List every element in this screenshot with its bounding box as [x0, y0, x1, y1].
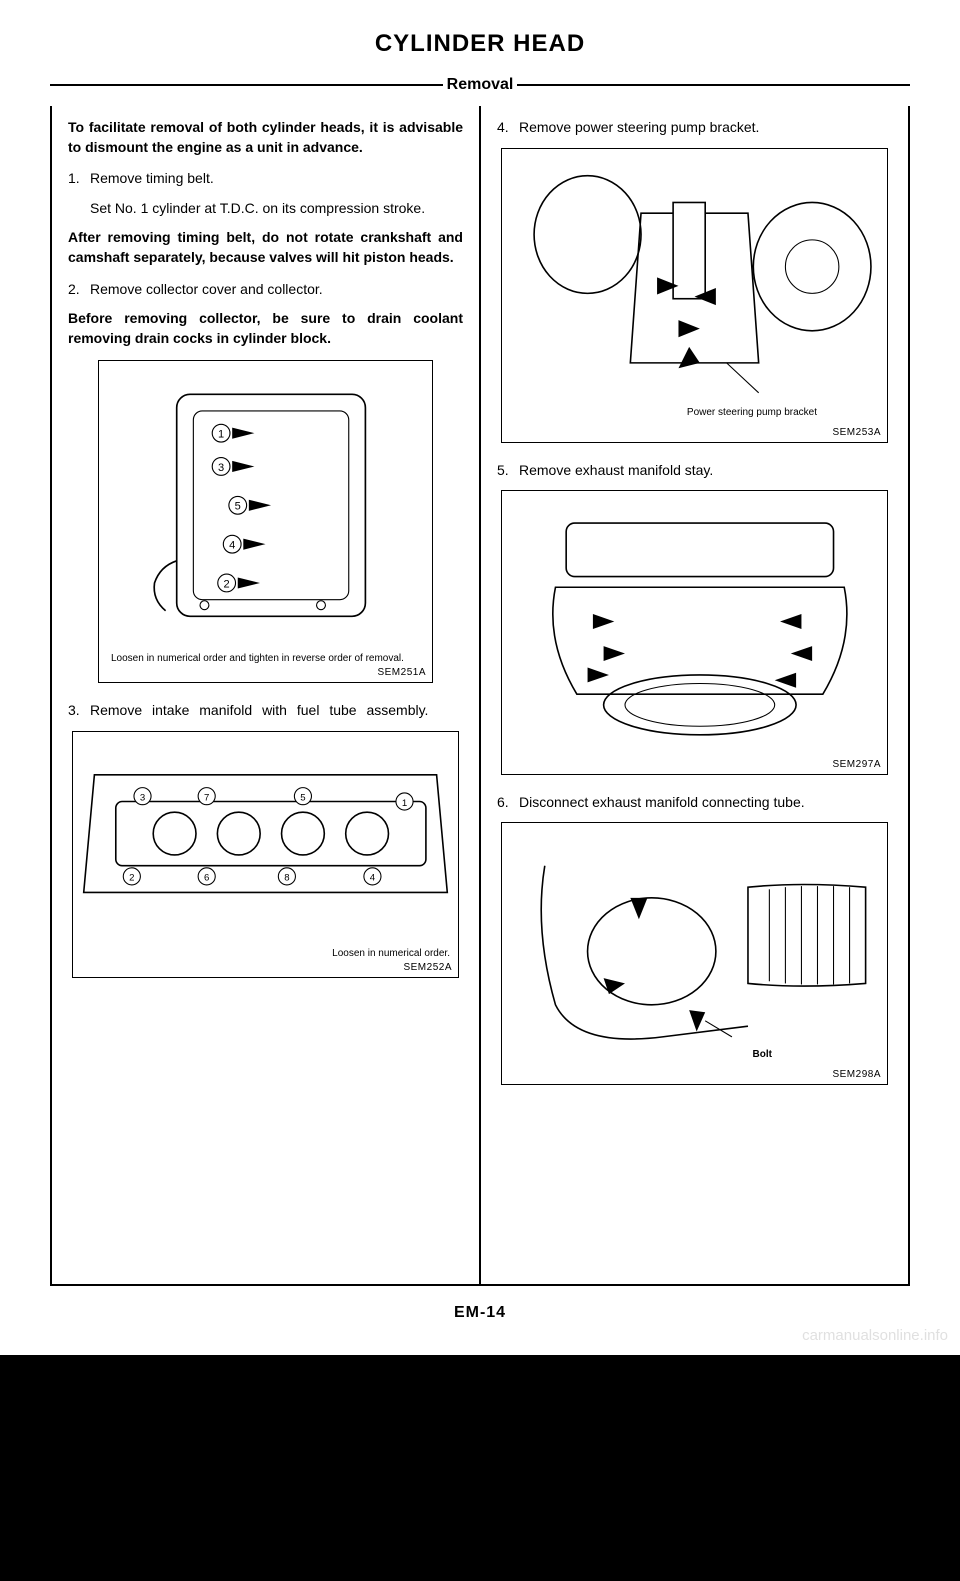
- watermark: carmanualsonline.info: [802, 1327, 948, 1344]
- step-num: 3.: [68, 701, 90, 721]
- left-column: To facilitate removal of both cylinder h…: [52, 106, 479, 1284]
- intro-text: To facilitate removal of both cylinder h…: [68, 118, 463, 157]
- fig1-caption: Loosen in numerical order and tighten in…: [99, 650, 432, 667]
- exhaust-tube-diagram: [502, 823, 887, 1069]
- fig5-label: Bolt: [753, 1049, 772, 1060]
- manual-page: CYLINDER HEAD Removal To facilitate remo…: [0, 0, 960, 1355]
- step-text: Remove power steering pump bracket.: [519, 118, 892, 138]
- step-text: Remove intake manifold with fuel tube as…: [90, 701, 463, 721]
- intake-diagram: 3 7 5 1 2 6 8 4: [73, 732, 458, 946]
- fig5-ref: SEM298A: [502, 1069, 887, 1084]
- svg-text:2: 2: [224, 579, 230, 591]
- page-number: EM-14: [50, 1304, 910, 1322]
- step-1: 1. Remove timing belt.: [68, 169, 463, 189]
- svg-text:5: 5: [300, 792, 305, 803]
- footer-black: carmanualsonline.info: [0, 1355, 960, 1581]
- section-title: Removal: [443, 76, 518, 94]
- header-line-right: [517, 84, 910, 86]
- step-3: 3. Remove intake manifold with fuel tube…: [68, 701, 463, 721]
- header-line-left: [50, 84, 443, 86]
- step-2: 2. Remove collector cover and collector.: [68, 280, 463, 300]
- svg-text:6: 6: [204, 872, 209, 883]
- fig2-caption: Loosen in numerical order.: [73, 945, 458, 962]
- fig4-ref: SEM297A: [502, 759, 887, 774]
- svg-text:1: 1: [218, 429, 224, 441]
- warning-1: After removing timing belt, do not rotat…: [68, 228, 463, 267]
- svg-text:3: 3: [218, 462, 224, 474]
- step-5: 5. Remove exhaust manifold stay.: [497, 461, 892, 481]
- step-num: 6.: [497, 793, 519, 813]
- right-column: 4. Remove power steering pump bracket.: [481, 106, 908, 1284]
- content-frame: To facilitate removal of both cylinder h…: [50, 106, 910, 1286]
- step-text: Remove exhaust manifold stay.: [519, 461, 892, 481]
- step-1-sub: Set No. 1 cylinder at T.D.C. on its comp…: [90, 199, 463, 219]
- step-6: 6. Disconnect exhaust manifold connectin…: [497, 793, 892, 813]
- step-num: 4.: [497, 118, 519, 138]
- figure-collector: 1 3 5 4 2: [98, 360, 433, 683]
- step-num: 2.: [68, 280, 90, 300]
- ps-diagram: [502, 149, 887, 427]
- step-num: 5.: [497, 461, 519, 481]
- fig1-ref: SEM251A: [99, 667, 432, 682]
- svg-text:2: 2: [129, 872, 134, 883]
- fig2-ref: SEM252A: [73, 962, 458, 977]
- exhaust-stay-diagram: [502, 491, 887, 758]
- figure-intake-manifold: 3 7 5 1 2 6 8 4 Loosen in numerical orde…: [72, 731, 459, 979]
- figure-exhaust-tube: Bolt SEM298A: [501, 822, 888, 1085]
- collector-diagram: 1 3 5 4 2: [99, 361, 432, 650]
- svg-text:4: 4: [370, 872, 376, 883]
- step-num: 1.: [68, 169, 90, 189]
- fig3-label: Power steering pump bracket: [687, 407, 817, 418]
- fig3-ref: SEM253A: [502, 427, 887, 442]
- figure-power-steering: Power steering pump bracket SEM253A: [501, 148, 888, 443]
- step-text: Remove collector cover and collector.: [90, 280, 463, 300]
- figure-exhaust-stay: SEM297A: [501, 490, 888, 774]
- step-text: Disconnect exhaust manifold connecting t…: [519, 793, 892, 813]
- svg-text:3: 3: [140, 792, 145, 803]
- svg-text:5: 5: [235, 501, 241, 513]
- svg-text:1: 1: [402, 797, 407, 808]
- step-4: 4. Remove power steering pump bracket.: [497, 118, 892, 138]
- svg-text:7: 7: [204, 792, 209, 803]
- step-text: Remove timing belt.: [90, 169, 463, 189]
- section-header: Removal: [50, 76, 910, 94]
- warning-2: Before removing collector, be sure to dr…: [68, 309, 463, 348]
- svg-text:4: 4: [229, 540, 235, 552]
- svg-text:8: 8: [284, 872, 289, 883]
- page-title: CYLINDER HEAD: [50, 30, 910, 58]
